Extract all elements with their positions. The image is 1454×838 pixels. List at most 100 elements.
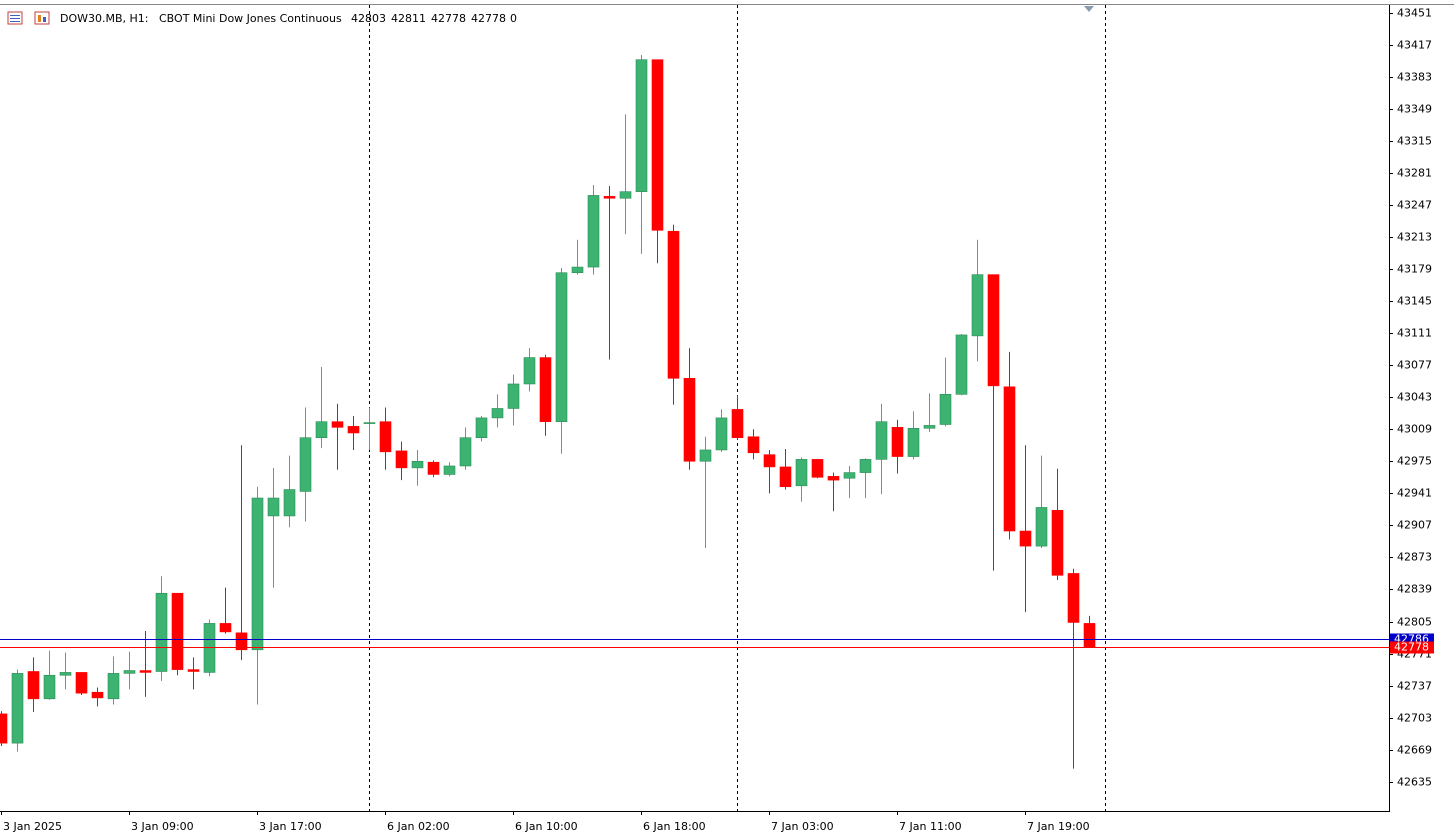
x-tick-label: 3 Jan 17:00: [259, 820, 322, 833]
candle-body: [619, 191, 632, 199]
candle-body: [107, 673, 120, 700]
candle-body: [587, 195, 600, 268]
candle-body: [1051, 509, 1064, 576]
y-tick-label: 43145: [1397, 295, 1432, 308]
candle-body: [395, 450, 408, 469]
candle-body: [139, 670, 152, 673]
candle-body: [363, 422, 376, 424]
candle-body: [91, 691, 104, 699]
chart-header: DOW30.MB, H1: CBOT Mini Dow Jones Contin…: [60, 12, 517, 25]
y-tick-label: 42703: [1397, 712, 1432, 725]
candle-body: [539, 357, 552, 422]
chart-icon: [34, 11, 50, 25]
candle-body: [955, 334, 968, 395]
candle-body: [123, 670, 136, 674]
y-tick-label: 42975: [1397, 455, 1432, 468]
candle-body: [747, 436, 760, 454]
header-value: 42803: [351, 12, 386, 25]
candle-body: [923, 425, 936, 429]
candle-body: [779, 466, 792, 488]
candle-body: [443, 465, 456, 475]
candle-body: [667, 230, 680, 379]
y-tick-label: 43451: [1397, 7, 1432, 20]
y-tick-label: 43111: [1397, 327, 1432, 340]
candle-body: [1083, 623, 1096, 648]
y-tick-label: 42635: [1397, 776, 1432, 789]
candle-body: [411, 460, 424, 469]
candle-body: [731, 409, 744, 438]
y-tick-label: 43281: [1397, 167, 1432, 180]
y-tick-label: 43349: [1397, 103, 1432, 116]
header-value: 42811: [391, 12, 426, 25]
candle-body: [331, 421, 344, 428]
x-tick-label: 6 Jan 10:00: [515, 820, 578, 833]
y-tick-label: 42669: [1397, 744, 1432, 757]
candle-body: [299, 437, 312, 492]
candle-body: [283, 489, 296, 517]
y-tick-label: 42737: [1397, 680, 1432, 693]
candle-body: [763, 454, 776, 468]
candle-body: [603, 196, 616, 199]
price-label-box: [1390, 641, 1434, 654]
candle-body: [155, 592, 168, 672]
candle-body: [11, 673, 24, 744]
y-tick-label: 42805: [1397, 616, 1432, 629]
price-label: 42778: [1394, 641, 1429, 654]
candle-body: [171, 592, 184, 670]
y-tick-label: 42839: [1397, 583, 1432, 596]
candle-body: [1003, 386, 1016, 532]
x-tick-label: 3 Jan 09:00: [131, 820, 194, 833]
candle-body: [1035, 507, 1048, 547]
x-tick-label: 6 Jan 02:00: [387, 820, 450, 833]
y-tick-label: 43315: [1397, 135, 1432, 148]
description: CBOT Mini Dow Jones Continuous: [159, 12, 342, 25]
candle-body: [651, 59, 664, 231]
candle-body: [75, 672, 88, 694]
candle-body: [523, 357, 536, 385]
y-tick-label: 43179: [1397, 263, 1432, 276]
candle-body: [427, 461, 440, 475]
y-tick-label: 42941: [1397, 487, 1432, 500]
x-tick-label: 3 Jan 2025: [3, 820, 62, 833]
header-value: 0: [510, 12, 517, 25]
candle-body: [875, 421, 888, 460]
candle-body: [987, 274, 1000, 387]
header-value: 42778: [431, 12, 466, 25]
candle-body: [27, 671, 40, 700]
candle-body: [699, 449, 712, 462]
candle-body: [315, 421, 328, 438]
y-tick-label: 43383: [1397, 71, 1432, 84]
x-tick-label: 7 Jan 03:00: [771, 820, 834, 833]
candle-body: [571, 266, 584, 274]
y-tick-label: 43417: [1397, 39, 1432, 52]
symbol: DOW30.MB, H1:: [60, 12, 149, 25]
candle-body: [555, 272, 568, 422]
candle-body: [251, 497, 264, 651]
candle-body: [459, 437, 472, 467]
candle-body: [891, 427, 904, 457]
candle-body: [1019, 530, 1032, 547]
candle-body: [379, 421, 392, 453]
y-tick-label: 43247: [1397, 199, 1432, 212]
menu-icon: [7, 11, 23, 25]
candle-body: [347, 426, 360, 434]
candle-body: [43, 674, 56, 700]
candle-body: [795, 459, 808, 487]
candle-body: [187, 669, 200, 672]
candle-body: [267, 497, 280, 517]
candle-body: [907, 427, 920, 457]
candle-body: [635, 59, 648, 192]
candle-body: [1067, 573, 1080, 623]
candle-body: [843, 472, 856, 479]
candle-body: [827, 476, 840, 481]
candle-body: [715, 417, 728, 451]
shift-marker: [1084, 6, 1094, 12]
y-tick-label: 43009: [1397, 423, 1432, 436]
x-tick-label: 6 Jan 18:00: [643, 820, 706, 833]
candle-body: [0, 713, 8, 744]
candle-body: [491, 408, 504, 419]
candle-body: [59, 672, 72, 676]
y-tick-label: 43213: [1397, 231, 1432, 244]
